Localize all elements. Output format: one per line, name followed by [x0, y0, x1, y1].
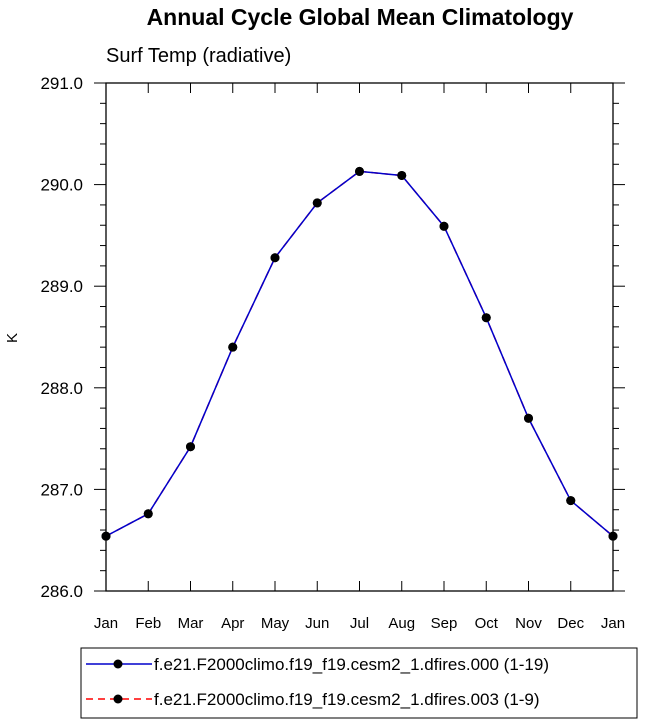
x-tick-label: Nov — [515, 615, 542, 632]
legend: f.e21.F2000climo.f19_f19.cesm2_1.dfires.… — [86, 655, 549, 709]
data-point — [566, 496, 576, 506]
data-point — [186, 442, 195, 452]
y-tick-labels: 286.0 287.0 288.0 289.0 290.0 291.0 — [40, 74, 83, 601]
plot-frame — [105, 82, 614, 592]
x-tick-labels: Jan Feb Mar Apr May Jun Jul Aug Sep Oct Nov Dec Jan — [94, 615, 625, 632]
y-tick-label: 287.0 — [40, 480, 83, 499]
legend-marker-0 — [113, 659, 123, 669]
series-layer — [101, 166, 618, 541]
chart-title: Annual Cycle Global Mean Climatology — [147, 4, 574, 30]
data-point — [608, 531, 618, 541]
data-point — [270, 253, 280, 263]
x-tick-label: Feb — [135, 615, 161, 632]
data-point — [143, 509, 153, 519]
data-point — [355, 166, 364, 176]
x-tick-label: Aug — [388, 615, 415, 632]
x-tick-label: Apr — [221, 615, 244, 632]
data-point — [481, 313, 491, 323]
chart-subtitle: Surf Temp (radiative) — [106, 45, 291, 67]
x-tick-label: Jan — [601, 615, 625, 632]
series-line-1 — [105, 170, 614, 537]
y-tick-label: 290.0 — [40, 176, 83, 195]
data-point — [312, 198, 322, 208]
data-point — [228, 342, 238, 352]
x-tick-label: Jul — [350, 615, 369, 632]
x-tick-label: Jun — [305, 615, 329, 632]
data-point — [439, 221, 449, 231]
legend-label-0: f.e21.F2000climo.f19_f19.cesm2_1.dfires.… — [154, 655, 549, 674]
x-tick-label: Mar — [178, 615, 204, 632]
series-line-0 — [105, 170, 614, 537]
x-tick-label: Jan — [94, 615, 118, 632]
data-point — [524, 413, 533, 423]
y-axis-label: K — [4, 333, 21, 343]
x-tick-label: Sep — [431, 615, 458, 632]
data-point — [101, 531, 111, 541]
axis-ticks — [94, 82, 625, 592]
x-tick-label: Oct — [475, 615, 499, 632]
legend-marker-1 — [113, 694, 123, 704]
data-point — [397, 170, 407, 180]
x-tick-label: Dec — [557, 615, 584, 632]
legend-box — [80, 647, 638, 719]
legend-label-1: f.e21.F2000climo.f19_f19.cesm2_1.dfires.… — [154, 690, 540, 709]
x-tick-label: May — [261, 615, 290, 632]
y-tick-label: 288.0 — [40, 379, 83, 398]
y-tick-label: 286.0 — [40, 582, 83, 601]
y-tick-label: 289.0 — [40, 277, 83, 296]
y-tick-label: 291.0 — [40, 74, 83, 93]
